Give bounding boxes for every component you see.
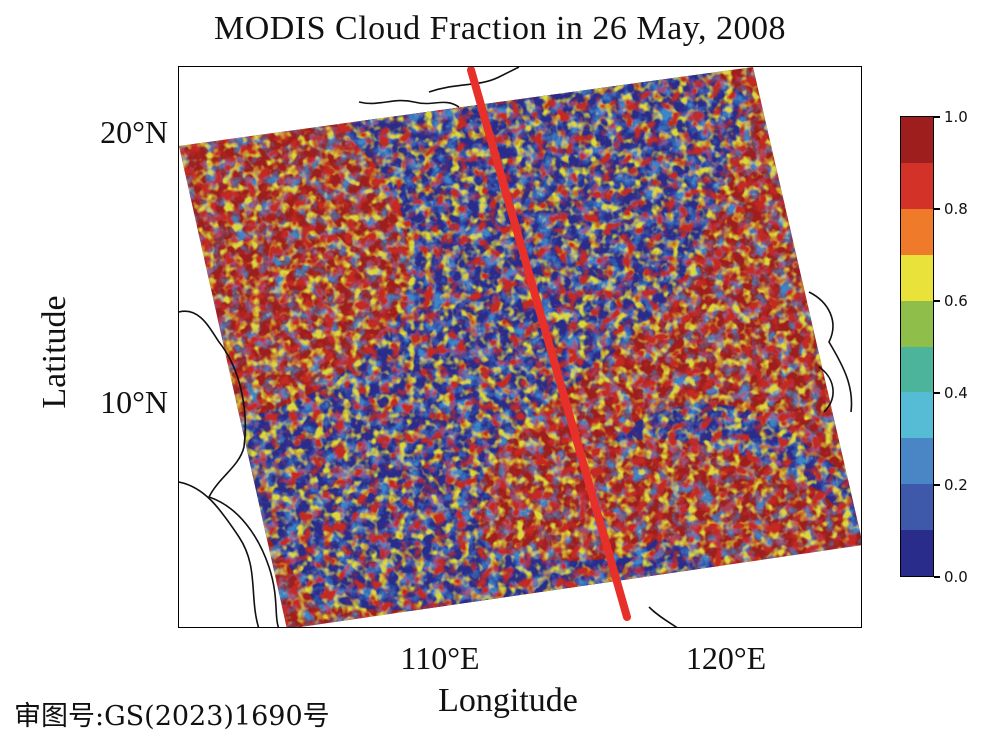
xtick-120e: 120°E [685, 640, 767, 676]
coastlines [179, 67, 853, 627]
map-review-number: 审图号:GS(2023)1690号 [14, 701, 330, 732]
colorbar-segment-8 [901, 484, 933, 531]
y-axis-label: Latitude [36, 295, 73, 409]
colorbar-segment-0 [901, 117, 933, 163]
cb-tick-mark [934, 116, 940, 118]
cb-label-0-4: 0.4 [944, 384, 968, 402]
cb-label-0-2: 0.2 [944, 476, 968, 494]
cloud-fraction-map [179, 67, 861, 627]
cb-tick-mark [934, 484, 940, 486]
map-panel [178, 66, 862, 628]
cb-label-0-6: 0.6 [944, 292, 968, 310]
colorbar-segment-4 [901, 300, 933, 347]
cb-tick-mark [934, 208, 940, 210]
cb-label-0-0: 0.0 [944, 568, 968, 586]
chart-title: MODIS Cloud Fraction in 26 May, 2008 [213, 10, 787, 47]
cb-tick-mark [934, 300, 940, 302]
ytick-10n: 10°N [100, 384, 168, 420]
cb-tick-mark [934, 392, 940, 394]
x-axis-label: Longitude [438, 682, 578, 719]
colorbar-segment-3 [901, 254, 933, 301]
colorbar [900, 116, 934, 577]
calipso-track-line [467, 67, 631, 621]
swath-field [179, 67, 861, 627]
colorbar-segment-1 [901, 162, 933, 209]
cb-tick-mark [934, 576, 940, 578]
cb-label-1-0: 1.0 [944, 108, 968, 126]
cb-label-0-8: 0.8 [944, 200, 968, 218]
colorbar-segment-5 [901, 346, 933, 393]
cloud-texture [179, 67, 861, 627]
xtick-110e: 110°E [400, 640, 480, 676]
ytick-20n: 20°N [100, 114, 168, 150]
colorbar-segment-6 [901, 392, 933, 439]
colorbar-segment-7 [901, 438, 933, 485]
colorbar-segment-9 [901, 530, 933, 577]
colorbar-segment-2 [901, 208, 933, 255]
